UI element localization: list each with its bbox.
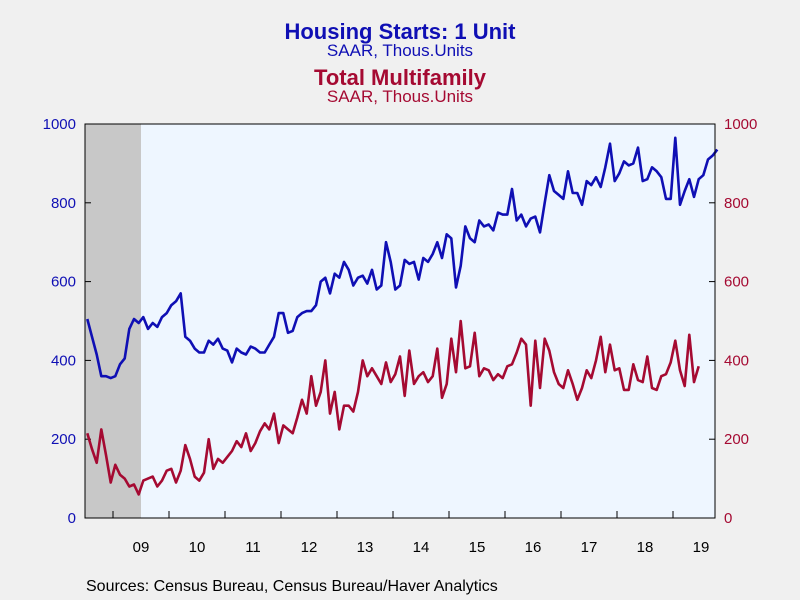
x-axis-tick-label: 11 [245,539,261,556]
x-axis-tick-label: 14 [413,539,430,556]
left-axis-tick-label: 0 [68,510,76,527]
left-axis-tick-label: 200 [51,431,76,448]
x-axis-tick-label: 09 [133,539,150,556]
x-axis-tick-label: 12 [301,539,318,556]
x-axis-tick-label: 18 [637,539,654,556]
right-axis-tick-label: 600 [724,274,749,291]
right-axis-tick-labels: 0 200 400 600 800 1000 [724,116,757,527]
x-axis-tick-label: 15 [469,539,486,556]
x-axis-tick-label: 19 [693,539,710,556]
chart-subtitle-series1: SAAR, Thous.Units [326,41,474,60]
right-axis-tick-label: 1000 [724,116,757,133]
right-axis-tick-label: 200 [724,431,749,448]
series-lines [86,136,719,496]
left-axis-tick-labels: 0 200 400 600 800 1000 [43,116,76,527]
source-note: Sources: Census Bureau, Census Bureau/Ha… [86,578,498,595]
chart-subtitle-series2: SAAR, Thous.Units [326,87,474,106]
series-line-total-multifamily [86,319,700,496]
x-axis-tick-labels: 09 10 11 12 13 14 15 16 17 18 19 [133,539,710,556]
right-axis-tick-label: 0 [724,510,732,527]
left-axis-tick-label: 600 [51,274,76,291]
left-axis-tick-label: 1000 [43,116,76,133]
right-axis-tick-label: 400 [724,352,749,369]
left-axis-tick-label: 400 [51,352,76,369]
chart-title-series1: Housing Starts: 1 Unit [284,19,516,44]
right-axis-tick-label: 800 [724,195,749,212]
x-axis-tick-label: 10 [189,539,206,556]
x-axis-tick-label: 13 [357,539,374,556]
x-axis-tick-label: 17 [581,539,598,556]
chart-title-series2: Total Multifamily [314,65,486,90]
left-axis-tick-label: 800 [51,195,76,212]
plot-area [85,124,715,518]
plot-frame [84,123,716,519]
x-axis-tick-label: 16 [525,539,542,556]
series-line-housing-starts-1-unit [86,136,719,380]
